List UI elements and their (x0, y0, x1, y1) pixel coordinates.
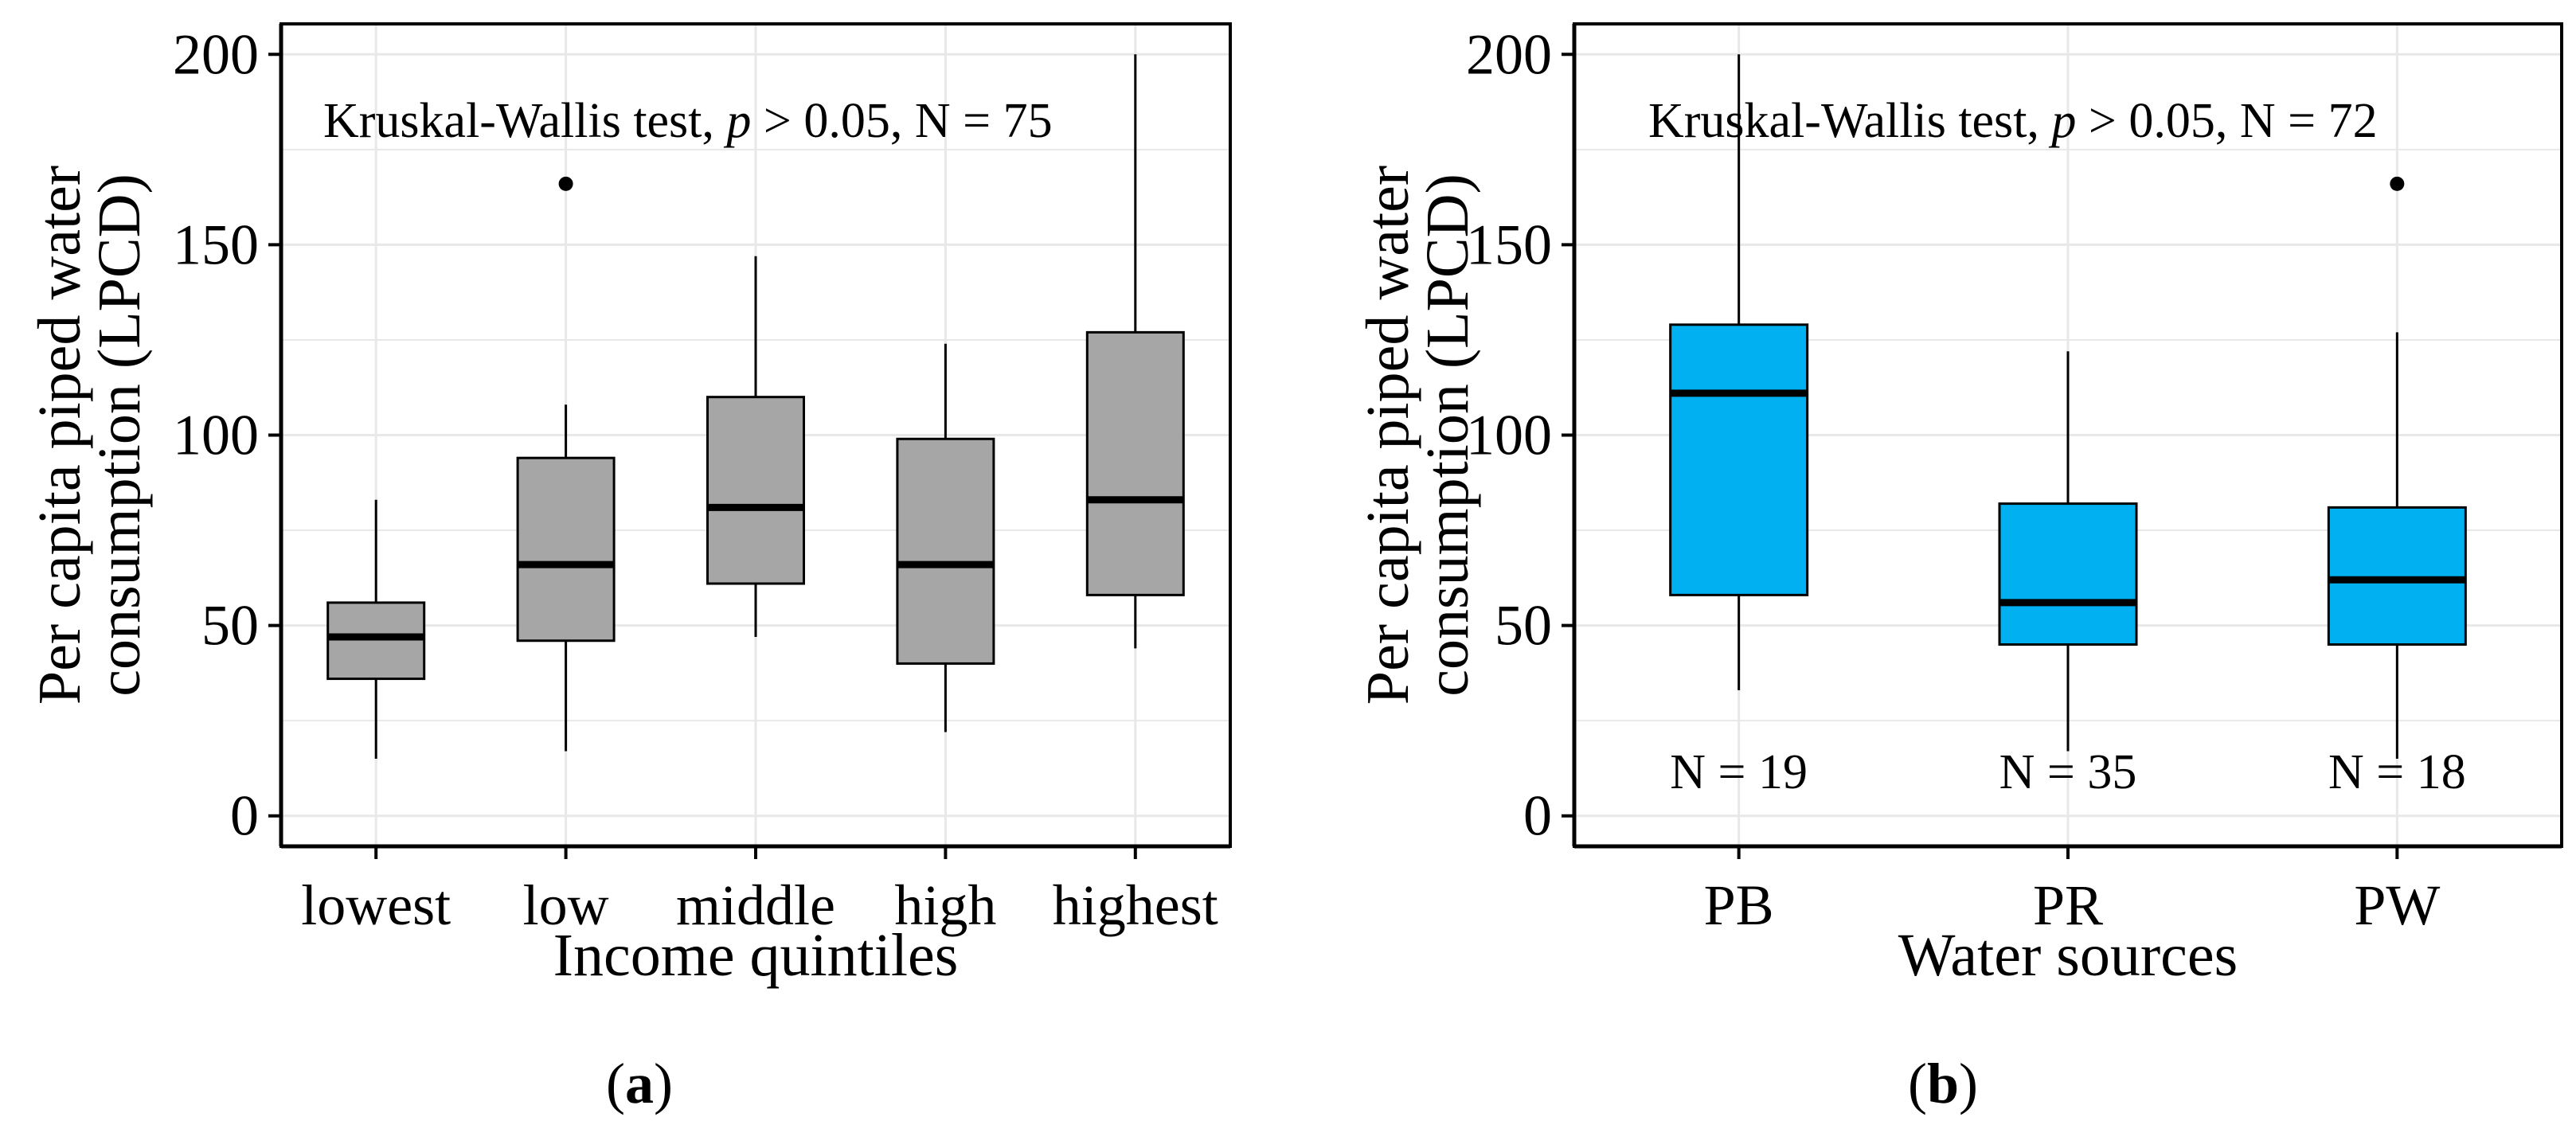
y-tick-label: 200 (173, 22, 259, 86)
y-axis-title-line: consumption (LPCD) (86, 174, 153, 697)
group-count-label: N = 35 (1999, 745, 2137, 799)
outlier-point-low (558, 176, 573, 191)
y-tick-label: 150 (1466, 213, 1552, 276)
y-tick-label: 0 (1523, 784, 1552, 848)
panel-b-boxplot: N = 19 N = 35 N = 18 0 50 100 150 200 PB PR PW Wate… (1354, 22, 2563, 1115)
y-axis-title-line: Per capita piped water (1354, 166, 1421, 705)
x-tick-label-PB: PB (1704, 873, 1774, 937)
y-axis-title-line: consumption (LPCD) (1414, 174, 1481, 697)
annotation-prefix: Kruskal-Wallis test, (1648, 94, 2051, 148)
x-tick-label-PW: PW (2354, 873, 2440, 937)
box-PB (1669, 323, 1809, 596)
x-tick-label-PR: PR (2033, 873, 2103, 937)
y-tick-label: 100 (1466, 404, 1552, 467)
panel-label-close: ) (1959, 1052, 1978, 1115)
box-lowest (326, 601, 426, 681)
panel-label-open: ( (606, 1052, 625, 1115)
x-tick-label-high: high (894, 873, 996, 937)
x-axis-title: Income quintiles (553, 922, 959, 989)
panel-label-letter: a (625, 1052, 654, 1115)
y-tick-label: 50 (201, 594, 259, 658)
y-axis-title-line: Per capita piped water (26, 166, 93, 705)
outlier-point-PW (2390, 176, 2405, 191)
panel-label-letter: b (1927, 1052, 1959, 1115)
y-tick-label: 150 (173, 213, 259, 276)
annotation-suffix: > 0.05, N = 75 (751, 94, 1052, 148)
panel-label-open: ( (1908, 1052, 1927, 1115)
panel-label: (a) (606, 1052, 673, 1115)
x-tick-label-highest: highest (1053, 873, 1218, 937)
x-tick-label-lowest: lowest (301, 873, 451, 937)
box-high (896, 437, 995, 665)
annotation-suffix: > 0.05, N = 72 (2076, 94, 2377, 148)
x-axis-title: Water sources (1898, 922, 2238, 989)
annotation-prefix: Kruskal-Wallis test, (323, 94, 726, 148)
group-count-label: N = 18 (2328, 745, 2466, 799)
box-low (516, 456, 616, 643)
y-tick-label: 100 (173, 404, 259, 467)
panel-label-close: ) (654, 1052, 673, 1115)
x-tick-label-middle: middle (676, 873, 835, 937)
box-PW (2327, 506, 2467, 646)
y-tick-label: 50 (1495, 594, 1552, 658)
kruskal-wallis-annotation: Kruskal-Wallis test, p > 0.05, N = 75 (323, 94, 1053, 148)
box-middle (706, 396, 805, 585)
kruskal-wallis-annotation: Kruskal-Wallis test, p > 0.05, N = 72 (1648, 94, 2378, 148)
box-highest (1085, 330, 1185, 596)
x-tick-label-low: low (523, 873, 609, 937)
panel-label: (b) (1908, 1052, 1978, 1115)
y-tick-label: 200 (1466, 22, 1552, 86)
annotation-p-symbol: p (2048, 94, 2076, 148)
annotation-p-symbol: p (723, 94, 751, 148)
group-count-label: N = 19 (1670, 745, 1808, 799)
y-tick-label: 0 (230, 784, 259, 848)
box-PR (1998, 502, 2138, 646)
panel-a-boxplot: 0 50 100 150 200 lowest low middle high highest In… (26, 22, 1232, 1115)
